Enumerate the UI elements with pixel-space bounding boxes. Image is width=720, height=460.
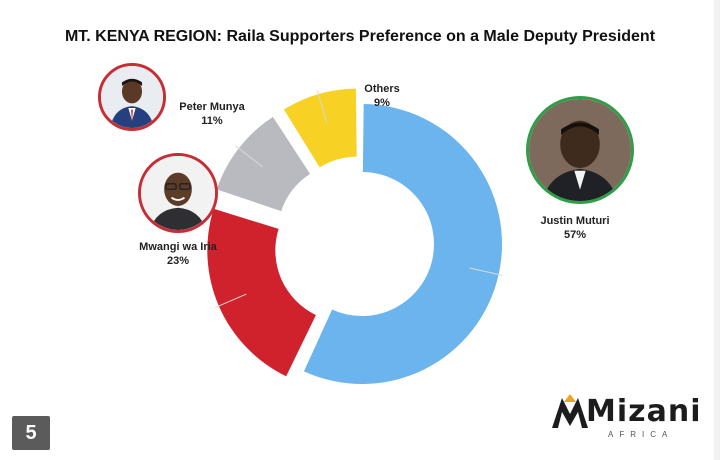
portrait-icon (141, 156, 215, 230)
logo-mark-icon (552, 394, 588, 428)
photo-justin-muturi (526, 96, 634, 204)
portrait-icon (529, 99, 631, 201)
label-others-value: 9% (374, 97, 390, 109)
logo-subtitle: AFRICA (608, 430, 674, 439)
photo-peter-munya (98, 63, 166, 131)
label-peter-munya-name: Peter Munya (179, 101, 245, 113)
label-mwangi-wa-iria: Mwangi wa Iria 23% (128, 240, 228, 268)
photo-mwangi-wa-iria (138, 153, 218, 233)
label-mwangi-wa-iria-value: 23% (166, 255, 190, 267)
chart-title: MT. KENYA REGION: Raila Supporters Prefe… (64, 28, 656, 45)
leader-line-justin-muturi (469, 267, 503, 276)
label-mwangi-wa-iria-name: Mwangi wa Iria (139, 241, 217, 253)
label-others-name: Others (364, 83, 400, 95)
label-justin-muturi-value: 57% (563, 229, 587, 241)
logo-word: Mizani (586, 394, 702, 429)
mizani-africa-logo: Mizani AFRICA (548, 388, 702, 444)
leader-line-others (316, 90, 328, 124)
leader-line-peter-munya (235, 145, 263, 168)
label-others: Others 9% (352, 82, 412, 110)
leader-line-mwangi-wa-iria (214, 293, 247, 309)
label-peter-munya-value: 11% (201, 115, 223, 127)
portrait-icon (101, 66, 163, 128)
right-edge-bar (714, 0, 720, 460)
label-justin-muturi-name: Justin Muturi (540, 215, 610, 227)
slice-justin-muturi (303, 104, 502, 385)
slice-mwangi-wa-iria (207, 208, 316, 377)
slice-peter-munya (216, 116, 311, 212)
label-peter-munya: Peter Munya 11% (172, 100, 252, 128)
label-justin-muturi: Justin Muturi 57% (535, 214, 615, 242)
slice-others (283, 88, 357, 168)
page-number-badge: 5 (12, 416, 50, 450)
